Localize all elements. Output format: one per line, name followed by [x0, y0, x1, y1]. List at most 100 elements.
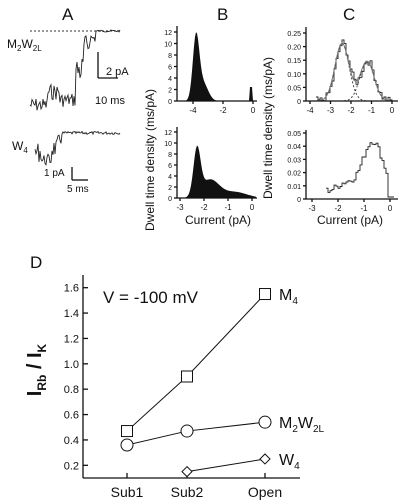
panel-c-top-ytick-label: 0	[297, 99, 301, 106]
point-m2w2l	[120, 438, 134, 452]
panel-b-top-xtick-label: -2	[219, 106, 227, 115]
panel-a-bottom-label: W4	[12, 139, 28, 155]
panel-b-top-ytick-label: 8	[168, 53, 172, 60]
panel-c-top-ticks: 0.25 0.20 0.15 0.10 0.05 0 -4 -3 -2 -1 0	[287, 31, 394, 115]
panel-b-bottom-histogram: 12 10 8 6 4 2 0 -3 -2 -1 0	[164, 127, 257, 212]
panel-b-bottom-ytick-label: 10	[164, 141, 172, 148]
panel-d-chart: 0.2 0.4 0.6 0.8 1.0 1.2 1.4 1.6 Sub1 Sub2 Open M4 M2…	[64, 275, 325, 500]
panel-d-ylabel: IRb / IK	[24, 343, 49, 396]
panel-c-bottom-xtick-label: -3	[308, 204, 316, 213]
series-line-w4	[186, 458, 266, 473]
point-m2w2l	[180, 424, 194, 438]
panel-d-ytick-label: 1.0	[64, 359, 79, 371]
panel-c-top-ytick-label: 0.05	[287, 85, 301, 92]
panel-a-top-label: M2W2L	[7, 37, 42, 53]
panel-b-bottom-ytick-label: 4	[168, 174, 172, 181]
panel-c-bottom-histogram: 0.05 0.04 0.03 0.02 0.01 0 -3 -2 -1 0	[287, 130, 398, 213]
panel-c-bottom-ticks: 0.05 0.04 0.03 0.02 0.01 0 -3 -2 -1 0	[287, 131, 392, 213]
panel-c-bottom-ytick-label: 0.04	[287, 144, 301, 151]
panel-c-top-ytick-label: 0.25	[287, 31, 301, 38]
point-m4	[259, 288, 271, 301]
panel-a-top-scale-y: 2 pA	[106, 66, 129, 78]
panel-c-top-xtick-label: 0	[390, 106, 395, 115]
panel-b-bottom-ytick-label: 12	[164, 130, 172, 137]
panel-c-bottom-ytick-label: 0.02	[287, 171, 301, 178]
panel-a-bottom-trace	[34, 130, 121, 166]
panel-d-ytick-label: 1.4	[64, 308, 79, 320]
panel-b-bottom-bars	[178, 145, 256, 198]
panel-b-top-xtick-label: 0	[251, 106, 256, 115]
panel-a-bottom-scale-x: 5 ms	[67, 184, 89, 195]
panel-d-xtick-label: Open	[248, 484, 282, 500]
panel-b-xlabel: Current (pA)	[185, 213, 251, 227]
panel-a-top-scale-x: 10 ms	[95, 95, 125, 107]
panel-b-top-xtick-label: -4	[189, 106, 197, 115]
point-m4	[121, 425, 133, 438]
panel-b-bottom-xtick-label: -2	[200, 203, 208, 212]
panel-a-top-trace	[29, 29, 121, 111]
series-label-m2w2l: M2W2L	[279, 415, 325, 435]
panel-b-bottom-xtick-label: -3	[176, 203, 184, 212]
panel-b-bottom-ytick-label: 8	[168, 152, 172, 159]
panel-c-top-xtick-label: -3	[327, 106, 335, 115]
point-w4	[181, 465, 193, 478]
panel-b-top-ytick-label: 0	[168, 99, 172, 106]
panel-b-bottom-ytick-label: 6	[168, 163, 172, 170]
panel-d-xtick-label: Sub1	[111, 484, 144, 500]
panel-c-bottom-ytick-label: 0.01	[287, 184, 301, 191]
panel-c-bottom-xtick-label: -2	[334, 204, 342, 213]
panel-d-ytick-label: 1.2	[64, 333, 79, 345]
panel-c-top-xtick-label: -4	[306, 106, 314, 115]
panel-b-top-ticks: 12 10 8 6 4 2 0 -4 -2 0	[164, 30, 256, 115]
panel-c-top-fit-sum	[315, 42, 393, 102]
panel-b-top-ytick-label: 4	[168, 76, 172, 83]
panel-c-top-histogram: 0.25 0.20 0.15 0.10 0.05 0 -4 -3 -2 -1 0	[287, 27, 398, 115]
panel-c-top-ytick-label: 0.20	[287, 45, 301, 52]
panel-b-top-ytick-label: 6	[168, 65, 172, 72]
panel-c-top-steps	[316, 39, 394, 102]
point-m2w2l	[258, 415, 272, 429]
series-label-m4: M4	[279, 287, 298, 307]
panel-c-bottom-ytick-label: 0	[297, 197, 301, 204]
panel-d-ytick-label: 1.6	[64, 283, 79, 295]
panel-d-xtick-label: Sub2	[171, 484, 204, 500]
point-m4	[181, 370, 193, 383]
panel-a-bottom-scale-y: 1 pA	[44, 168, 65, 179]
panel-b-bottom-ytick-label: 2	[168, 185, 172, 192]
panel-c-xlabel: Current (pA)	[317, 213, 383, 227]
panel-c-bottom-xtick-label: 0	[388, 204, 393, 213]
panel-b-bottom-ytick-label: 0	[168, 196, 172, 203]
panel-c-top-xtick-label: -1	[368, 106, 376, 115]
panel-b-top-ytick-label: 10	[164, 42, 172, 49]
panel-c-letter: C	[343, 5, 355, 24]
panel-b-letter: B	[217, 5, 228, 24]
series-line-m4	[126, 293, 266, 432]
panel-d-ytick-label: 0.2	[64, 460, 79, 472]
panel-b-bottom-ticks: 12 10 8 6 4 2 0 -3 -2 -1 0	[164, 130, 255, 212]
series-line-m2w2l	[126, 421, 266, 446]
panel-c-bottom-xtick-label: -1	[360, 204, 368, 213]
panel-c-bottom-ytick-label: 0.05	[287, 131, 301, 138]
panel-b-ylabel: Dwell time density (ms/pA)	[143, 89, 157, 231]
series-label-w4: W4	[279, 452, 300, 472]
panel-d-ytick-label: 0.8	[64, 384, 79, 396]
panel-c-bottom-ytick-label: 0.03	[287, 157, 301, 164]
panel-d-ytick-label: 0.4	[64, 435, 79, 447]
panel-a-letter: A	[62, 5, 74, 24]
panel-c-top-ytick-label: 0.10	[287, 72, 301, 79]
panel-d-letter: D	[30, 253, 42, 272]
panel-b-bottom-xtick-label: -1	[224, 203, 232, 212]
point-w4	[259, 453, 271, 465]
panel-d-ytick-label: 0.6	[64, 410, 79, 422]
panel-c-bottom-steps	[326, 142, 394, 198]
panel-b-top-ytick-label: 12	[164, 30, 172, 37]
panel-b-top-bars	[178, 32, 256, 102]
panel-b-top-ytick-label: 2	[168, 88, 172, 95]
panel-c-ylabel: Dwell time density (ms/pA)	[261, 57, 275, 199]
panel-b-bottom-xtick-label: 0	[250, 203, 255, 212]
panel-d-annotation: V = -100 mV	[103, 288, 199, 307]
panel-c-top-ytick-label: 0.15	[287, 58, 301, 65]
panel-b-top-histogram: 12 10 8 6 4 2 0 -4 -2 0	[164, 26, 257, 115]
panel-c-top-xtick-label: -2	[347, 106, 355, 115]
